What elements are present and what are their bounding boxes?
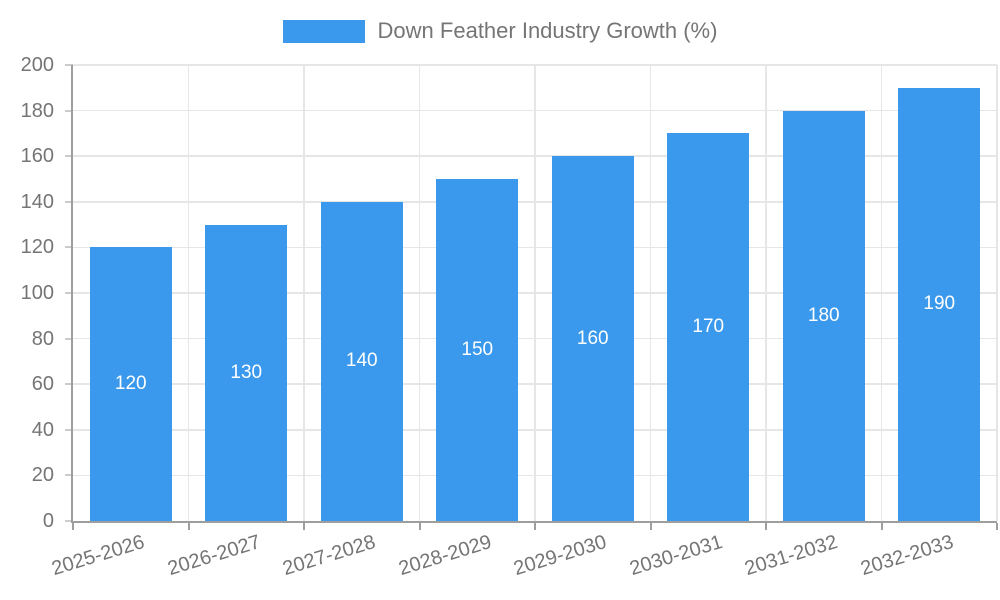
y-axis-label: 140 <box>20 190 54 213</box>
bar-value-label: 170 <box>692 316 725 338</box>
bar-value-label: 190 <box>923 293 956 315</box>
y-axis-label: 180 <box>20 99 54 122</box>
y-axis-tick <box>65 520 73 522</box>
y-axis-label: 40 <box>31 418 54 441</box>
y-axis-tick <box>65 292 73 294</box>
x-axis-label: 2030-2031 <box>626 531 725 581</box>
x-axis-label: 2031-2032 <box>742 531 841 581</box>
y-axis-tick <box>65 246 73 249</box>
bar[interactable] <box>436 179 519 521</box>
y-axis-tick <box>65 337 73 340</box>
y-axis-label: 20 <box>31 464 54 487</box>
x-axis-tick <box>765 523 767 530</box>
x-axis-tick <box>303 523 305 530</box>
x-axis-line <box>71 521 997 523</box>
x-gridline <box>534 65 536 521</box>
y-axis-tick <box>65 155 73 158</box>
x-axis-tick <box>72 523 74 530</box>
y-axis-label: 120 <box>20 236 54 259</box>
x-axis-label: 2032-2033 <box>857 531 956 581</box>
x-axis-tick <box>187 523 190 530</box>
y-axis-line <box>71 65 73 523</box>
x-axis-label: 2025-2026 <box>49 531 148 581</box>
x-gridline <box>880 65 883 521</box>
legend: Down Feather Industry Growth (%) <box>0 18 1000 44</box>
x-axis-tick <box>418 523 421 530</box>
y-axis-label: 60 <box>31 373 54 396</box>
bar-value-label: 180 <box>807 304 840 326</box>
x-axis-tick <box>649 523 652 530</box>
legend-label: Down Feather Industry Growth (%) <box>377 18 718 43</box>
x-gridline <box>418 65 421 521</box>
bar[interactable] <box>89 247 172 521</box>
bar[interactable] <box>782 110 865 521</box>
y-axis-label: 160 <box>20 145 54 168</box>
y-axis-label: 80 <box>31 327 54 350</box>
y-axis-tick <box>65 200 73 203</box>
y-axis-tick <box>65 474 73 477</box>
bar[interactable] <box>667 133 750 521</box>
legend-swatch-icon <box>282 19 365 43</box>
x-gridline <box>303 65 305 521</box>
bar-value-label: 140 <box>345 350 378 372</box>
bar[interactable] <box>898 87 981 521</box>
x-axis-tick <box>534 523 536 530</box>
x-axis-label: 2027-2028 <box>280 531 379 581</box>
y-axis-tick <box>65 109 73 112</box>
y-axis-tick <box>65 428 73 431</box>
x-gridline <box>996 65 998 521</box>
x-gridline <box>187 65 190 521</box>
x-gridline <box>649 65 652 521</box>
x-gridline <box>765 65 767 521</box>
y-axis-tick <box>65 383 73 386</box>
x-axis-label: 2029-2030 <box>511 531 610 581</box>
y-axis-tick <box>65 64 73 66</box>
y-axis-label: 0 <box>42 510 54 532</box>
y-axis-label: 200 <box>20 54 54 76</box>
bar[interactable] <box>205 224 288 521</box>
x-axis-tick <box>880 523 883 530</box>
legend-item[interactable]: Down Feather Industry Growth (%) <box>282 18 718 44</box>
x-axis-tick <box>996 523 998 530</box>
bar-value-label: 160 <box>576 327 609 349</box>
y-axis-label: 100 <box>20 282 54 304</box>
bar[interactable] <box>320 201 403 521</box>
bar-value-label: 120 <box>114 373 147 395</box>
bar-value-label: 150 <box>461 339 494 360</box>
x-axis-label: 2028-2029 <box>395 531 494 581</box>
bar[interactable] <box>551 156 634 521</box>
x-axis-label: 2026-2027 <box>164 531 263 581</box>
bar-value-label: 130 <box>230 361 263 383</box>
